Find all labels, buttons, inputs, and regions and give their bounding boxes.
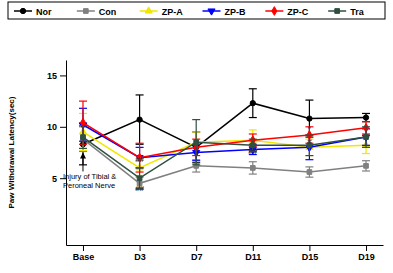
x-tick: D11 xyxy=(245,245,261,262)
x-tick: D15 xyxy=(302,245,319,262)
x-tick-label: Base xyxy=(73,252,95,262)
chart: 5 10 15 Base D3 D7 D11 D15 D19 Paw Withdrawal Lat… xyxy=(0,0,393,273)
error-bar xyxy=(305,135,313,156)
legend: Nor Con ZP-A ZP-B ZP-C Tra xyxy=(8,2,385,19)
x-tick-mark xyxy=(253,245,254,251)
point xyxy=(194,140,199,145)
y-axis: 5 10 15 xyxy=(47,61,67,246)
error-bar xyxy=(362,127,370,148)
annotation-line: Injury of Tibial & xyxy=(63,172,116,181)
line xyxy=(83,137,366,178)
error-bar xyxy=(249,144,257,154)
error-bar xyxy=(192,120,200,165)
y-tick-mark xyxy=(60,127,66,128)
x-tick: D19 xyxy=(358,245,375,262)
series xyxy=(79,89,370,165)
marks xyxy=(79,89,370,190)
x-tick-label: D15 xyxy=(302,252,319,262)
point xyxy=(307,116,312,121)
x-tick-label: D19 xyxy=(358,252,375,262)
x-tick-mark xyxy=(83,245,84,251)
point xyxy=(250,101,255,106)
legend-entry: Con xyxy=(77,7,117,17)
legend-marker xyxy=(208,9,215,15)
y-axis-title: Paw Withdrawal Latency(sec) xyxy=(7,96,16,208)
legend-label: Con xyxy=(99,7,117,17)
legend-entry: ZP-A xyxy=(140,7,183,17)
series xyxy=(79,127,370,190)
x-tick-mark xyxy=(366,245,367,251)
x-tick: Base xyxy=(73,245,95,262)
error-bar xyxy=(136,95,144,144)
series xyxy=(79,108,370,168)
y-tick: 15 xyxy=(47,71,66,81)
point xyxy=(81,135,86,140)
error-bar xyxy=(249,89,257,118)
legend-marker xyxy=(20,8,25,13)
significance: # xyxy=(307,137,312,146)
y-tick-label: 15 xyxy=(47,71,57,81)
legend-label: ZP-C xyxy=(287,7,308,17)
legend-entry: Nor xyxy=(14,7,52,17)
point xyxy=(364,164,369,169)
error-bar xyxy=(362,113,370,121)
line xyxy=(83,139,366,183)
legend-marker xyxy=(83,9,88,14)
y-tick-mark xyxy=(60,75,66,76)
annotations: Injury of Tibial &Peroneal Nerve#######* xyxy=(63,124,312,193)
x-tick-label: D7 xyxy=(191,252,203,262)
x-tick: D3 xyxy=(134,245,146,262)
error-bar xyxy=(79,101,87,144)
x-tick-label: D3 xyxy=(134,252,146,262)
error-bar xyxy=(249,162,257,174)
legend-label: Nor xyxy=(36,7,52,17)
significance: ## xyxy=(135,184,144,193)
legend-box xyxy=(8,2,385,19)
error-bar xyxy=(305,167,313,177)
x-tick-mark xyxy=(309,245,310,251)
y-axis-line xyxy=(66,61,67,246)
y-tick: 10 xyxy=(47,122,66,132)
point xyxy=(137,176,142,181)
point xyxy=(250,166,255,171)
series xyxy=(79,101,370,172)
legend-entry: ZP-C xyxy=(265,7,308,17)
x-tick: D7 xyxy=(191,245,203,262)
point xyxy=(137,117,142,122)
legend-marker xyxy=(335,9,340,14)
legend-label: ZP-A xyxy=(162,7,183,17)
x-axis-line xyxy=(67,245,384,246)
legend-entry: ZP-B xyxy=(203,7,246,17)
legend-entry: Tra xyxy=(328,7,365,17)
x-axis: Base D3 D7 D11 D15 D19 xyxy=(67,245,384,262)
error-bar xyxy=(136,143,144,172)
y-tick-label: 5 xyxy=(52,174,57,184)
point xyxy=(307,170,312,175)
error-bar xyxy=(79,126,87,149)
plot: 5 10 15 Base D3 D7 D11 D15 D19 xyxy=(47,61,384,263)
legend-label: ZP-B xyxy=(225,7,246,17)
error-bar xyxy=(305,100,313,137)
point xyxy=(363,115,368,120)
significance: ## xyxy=(248,147,257,156)
arrow-head xyxy=(80,152,86,158)
point xyxy=(364,135,369,140)
x-tick-label: D11 xyxy=(245,252,261,262)
error-bar xyxy=(79,113,87,150)
significance: ## xyxy=(135,155,144,164)
series xyxy=(79,120,370,189)
legend-marker xyxy=(272,7,277,16)
legend-marker xyxy=(145,7,152,13)
annotation: Injury of Tibial &Peroneal Nerve xyxy=(63,172,116,190)
error-bar xyxy=(305,135,313,160)
line xyxy=(83,123,366,158)
annotation-line: Peroneal Nerve xyxy=(63,181,115,190)
significance: * xyxy=(308,124,312,133)
y-tick-label: 10 xyxy=(47,122,57,132)
x-tick-mark xyxy=(196,245,197,251)
legend-label: Tra xyxy=(350,7,365,17)
error-bar xyxy=(362,161,370,171)
x-tick-mark xyxy=(140,245,141,251)
line xyxy=(83,125,366,158)
